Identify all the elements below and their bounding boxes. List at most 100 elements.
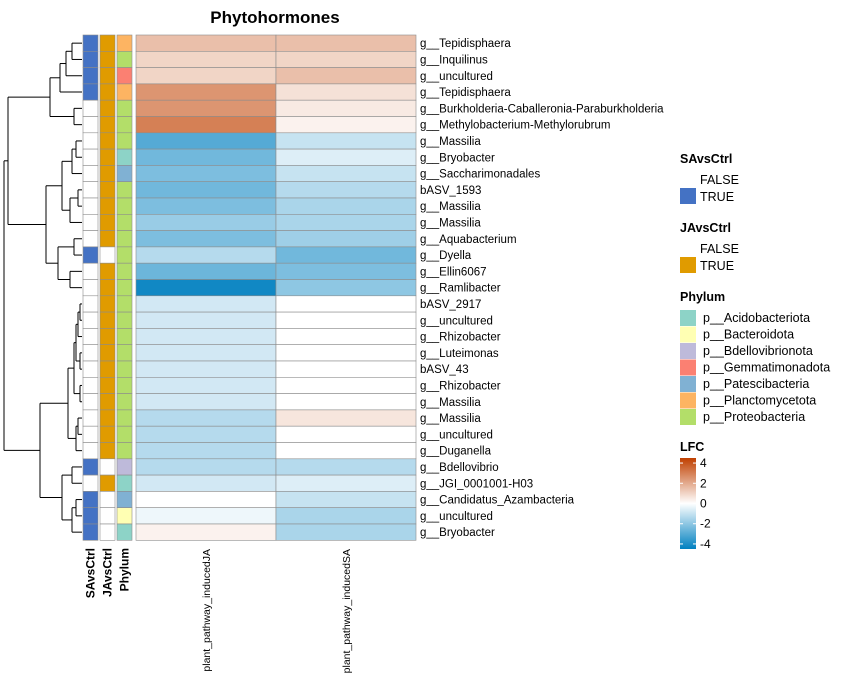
annotation-cell-phylum: [116, 442, 133, 460]
legend-label-phylum: p__Acidobacteriota: [703, 311, 810, 325]
heatmap-cell: [135, 376, 277, 394]
legends: SAvsCtrl FALSE TRUE JAvsCtrl FALSE TRUE Phylum…: [680, 152, 830, 551]
annotation-cell-savsctrl: [82, 507, 99, 525]
legend-swatch-false: [680, 241, 696, 257]
annotation-cell-phylum: [116, 474, 133, 492]
row-dendrogram: [3, 42, 82, 533]
heatmap-cell: [275, 116, 417, 134]
row-label: g__uncultured: [420, 71, 493, 83]
annotation-cell-savsctrl: [82, 246, 99, 264]
heatmap-cell: [275, 425, 417, 443]
annotation-cell-savsctrl: [82, 83, 99, 101]
annotation-cell-savsctrl: [82, 393, 99, 411]
heatmap-cell: [275, 474, 417, 492]
heatmap-cell: [135, 311, 277, 329]
annotation-cell-javsctrl: [99, 34, 116, 52]
annotation-cell-savsctrl: [82, 409, 99, 427]
heatmap-cell: [275, 458, 417, 476]
annotation-cell-phylum: [116, 344, 133, 362]
heatmap-cell: [275, 262, 417, 280]
heatmap-cell: [135, 197, 277, 215]
annotation-cell-savsctrl: [82, 132, 99, 150]
row-label: g__Saccharimonadales: [420, 169, 540, 181]
heatmap-cell: [275, 376, 417, 394]
annotation-cell-phylum: [116, 409, 133, 427]
annotation-cell-javsctrl: [99, 376, 116, 394]
annotation-label: JAvsCtrl: [101, 548, 115, 597]
annotation-cell-phylum: [116, 393, 133, 411]
row-label: g__Bryobacter: [420, 527, 495, 539]
annotation-cell-phylum: [116, 328, 133, 345]
legend-label-phylum: p__Planctomycetota: [703, 394, 816, 408]
heatmap-cell: [135, 393, 277, 411]
annotation-cell-javsctrl: [99, 523, 116, 541]
annotation-cell-javsctrl: [99, 360, 116, 378]
annotation-cell-javsctrl: [99, 409, 116, 427]
row-label: g__Massilia: [420, 201, 481, 213]
legend-label-true: TRUE: [700, 259, 734, 273]
annotation-cell-savsctrl: [82, 116, 99, 134]
legend-tick-label: -2: [700, 517, 711, 531]
heatmap-cell: [135, 83, 277, 101]
heatmap-cell: [275, 197, 417, 215]
annotation-cell-phylum: [116, 132, 133, 150]
annotation-cell-phylum: [116, 425, 133, 443]
heatmap-cell: [135, 34, 277, 52]
annotation-cell-javsctrl: [99, 507, 116, 525]
heatmap-cell: [275, 328, 417, 345]
heatmap-cell: [135, 458, 277, 476]
annotation-cell-savsctrl: [82, 197, 99, 215]
legend-label-phylum: p__Bdellovibrionota: [703, 344, 813, 358]
row-label: g__Tepidisphaera: [420, 38, 511, 50]
heatmap-cell: [135, 442, 277, 460]
heatmap-cell: [135, 344, 277, 362]
legend-title-phylum: Phylum: [680, 290, 725, 304]
heatmap-cell: [135, 116, 277, 134]
row-label: g__Massilia: [420, 136, 481, 148]
legend-swatch-false: [680, 172, 696, 188]
annotation-cell-javsctrl: [99, 442, 116, 460]
heatmap-cell: [135, 67, 277, 85]
row-label: g__Dyella: [420, 250, 472, 262]
annotation-cell-phylum: [116, 279, 133, 297]
annotation-labels: SAvsCtrl JAvsCtrl Phylum: [84, 548, 132, 598]
legend-label-false: FALSE: [700, 173, 739, 187]
row-label: g__Rhizobacter: [420, 380, 501, 392]
annotation-cell-savsctrl: [82, 425, 99, 443]
annotation-cell-savsctrl: [82, 344, 99, 362]
row-label: g__Ellin6067: [420, 266, 487, 278]
annotation-label: SAvsCtrl: [84, 548, 98, 598]
annotation-cell-savsctrl: [82, 442, 99, 460]
heatmap-cell: [135, 246, 277, 264]
row-label: bASV_2917: [420, 299, 481, 311]
heatmap-cell: [275, 34, 417, 52]
annotation-columns: [82, 34, 133, 541]
heatmap-cell: [275, 344, 417, 362]
heatmap-cell: [135, 409, 277, 427]
annotation-cell-savsctrl: [82, 376, 99, 394]
annotation-cell-phylum: [116, 50, 133, 68]
heatmap-cell: [275, 99, 417, 117]
heatmap-cell: [135, 507, 277, 525]
annotation-cell-javsctrl: [99, 262, 116, 280]
heatmap-cell: [135, 474, 277, 492]
legend-tick-label: 0: [700, 497, 707, 511]
heatmap-cell: [275, 246, 417, 264]
legend-label-false: FALSE: [700, 242, 739, 256]
row-label: g__Burkholderia-Caballeronia-Paraburkhol…: [420, 103, 664, 115]
row-label: g__uncultured: [420, 315, 493, 327]
heatmap-cell: [135, 523, 277, 541]
annotation-cell-phylum: [116, 262, 133, 280]
heatmap-cell: [275, 83, 417, 101]
annotation-cell-phylum: [116, 376, 133, 394]
row-label: g__Bryobacter: [420, 152, 495, 164]
annotation-cell-savsctrl: [82, 458, 99, 476]
annotation-cell-phylum: [116, 181, 133, 199]
row-label: g__Ramlibacter: [420, 283, 501, 295]
heatmap-cell: [135, 148, 277, 166]
legend-label-phylum: p__Patescibacteria: [703, 377, 809, 391]
legend-title-savsctrl: SAvsCtrl: [680, 152, 732, 166]
legend-tick-label: -4: [700, 537, 711, 551]
annotation-cell-javsctrl: [99, 50, 116, 68]
